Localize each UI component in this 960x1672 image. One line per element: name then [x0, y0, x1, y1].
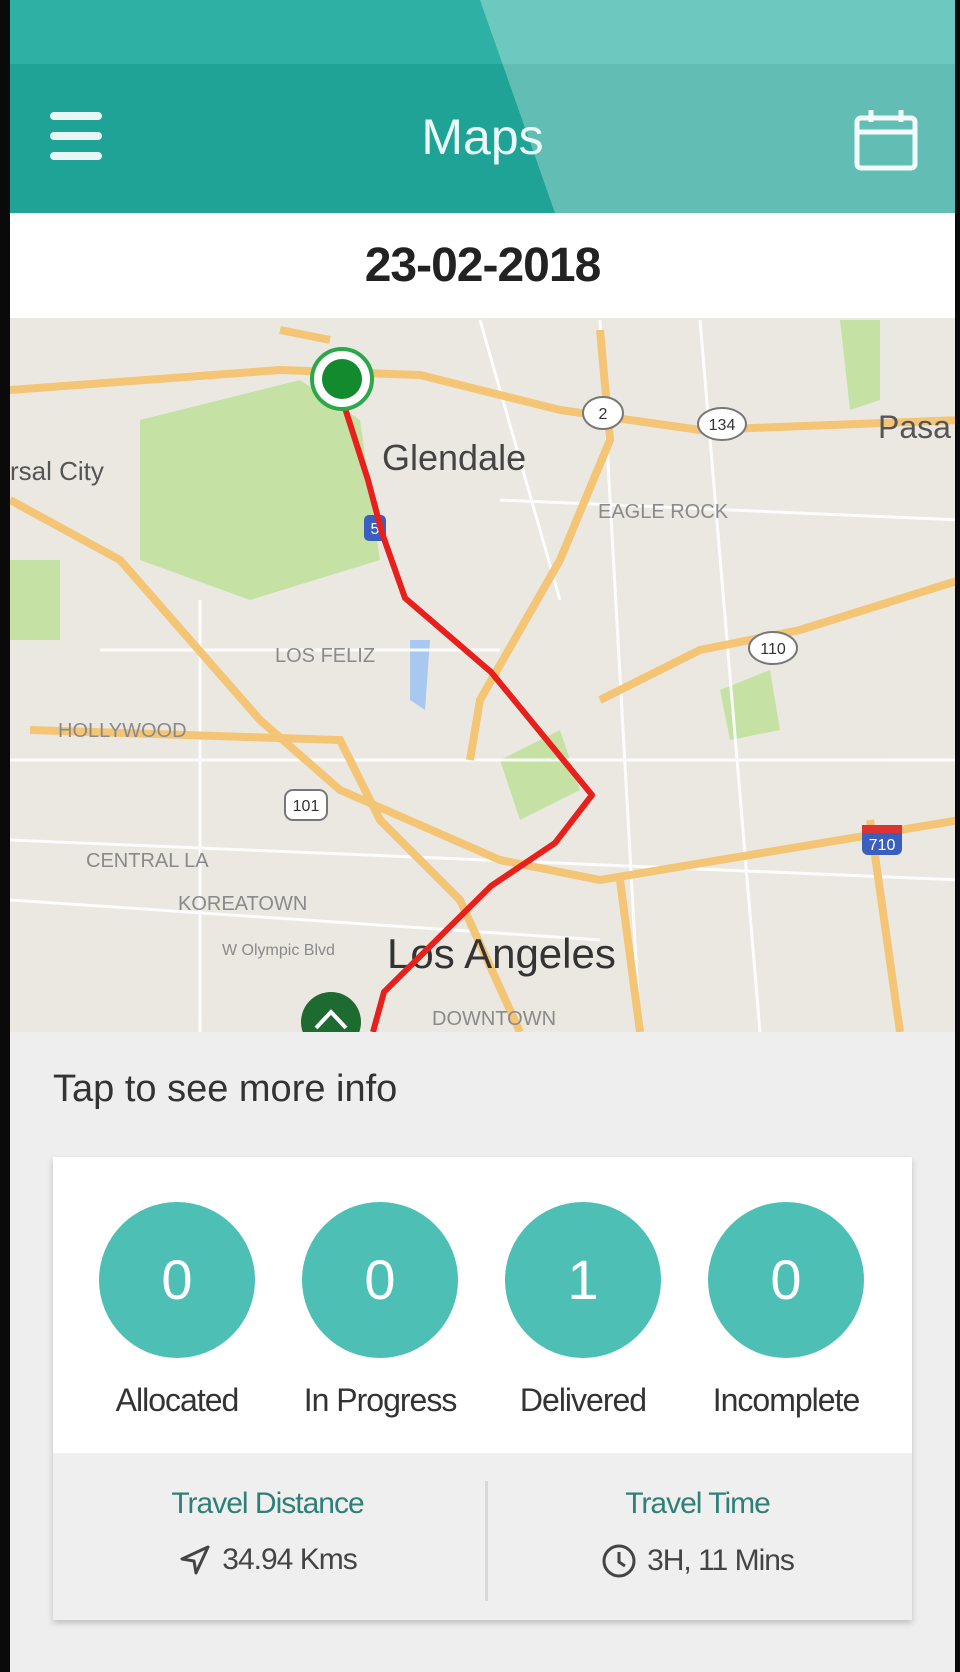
svg-text:5: 5: [371, 521, 380, 538]
svg-text:DOWNTOWN: DOWNTOWN: [432, 1008, 556, 1030]
minor-roads: [10, 319, 955, 1032]
stat-label: Allocated: [115, 1382, 240, 1418]
summary-card[interactable]: 0 Allocated 0 In Progress 1 Delivered 0 …: [53, 1157, 912, 1620]
page-title: Maps: [421, 109, 544, 165]
travel-summary: Travel Distance 34.94 Kms Travel Time 3H…: [53, 1453, 912, 1620]
highway-shields: 2 134 5 110 101 710: [284, 396, 902, 855]
svg-text:W Olympic Blvd: W Olympic Blvd: [222, 942, 335, 959]
divider: [485, 1481, 488, 1601]
hamburger-menu-icon[interactable]: [50, 112, 116, 168]
shield-134: 134: [697, 407, 747, 441]
stat-label: In Progress: [303, 1382, 458, 1418]
clock-icon: [602, 1544, 636, 1578]
destination-marker[interactable]: [301, 992, 361, 1032]
travel-distance: Travel Distance 34.94 Kms: [53, 1453, 482, 1577]
svg-text:134: 134: [709, 417, 736, 434]
more-info-prompt[interactable]: Tap to see more info: [53, 1068, 398, 1110]
travel-distance-label: Travel Distance: [171, 1487, 364, 1520]
calendar-icon[interactable]: [853, 108, 919, 172]
svg-text:2: 2: [599, 406, 608, 423]
stat-label: Delivered: [519, 1382, 647, 1418]
stat-delivered[interactable]: 1 Delivered: [483, 1157, 683, 1419]
travel-time-label: Travel Time: [625, 1487, 771, 1520]
start-marker[interactable]: [310, 347, 374, 411]
svg-text:Pasa: Pasa: [878, 409, 951, 445]
shield-101: 101: [284, 789, 328, 821]
toolbar: [10, 64, 955, 213]
stat-incomplete[interactable]: 0 Incomplete: [686, 1157, 886, 1419]
svg-text:CENTRAL LA: CENTRAL LA: [86, 850, 209, 872]
route-line: [341, 404, 595, 1032]
status-bar: [10, 0, 955, 64]
map-labels: Glendale Los Angeles rsal City Pasa EAGL…: [10, 409, 951, 1030]
shield-710: 710: [862, 825, 902, 855]
travel-time: Travel Time 3H, 11 Mins: [483, 1453, 912, 1579]
selected-date: 23-02-2018: [364, 239, 602, 292]
stat-in-progress[interactable]: 0 In Progress: [280, 1157, 480, 1419]
svg-text:LOS FELIZ: LOS FELIZ: [275, 645, 375, 667]
travel-distance-value: 34.94 Kms: [222, 1543, 357, 1576]
svg-text:710: 710: [869, 837, 896, 854]
stat-allocated[interactable]: 0 Allocated: [77, 1157, 277, 1419]
svg-text:EAGLE ROCK: EAGLE ROCK: [598, 501, 729, 523]
date-bar[interactable]: 23-02-2018: [10, 213, 955, 318]
svg-text:HOLLYWOOD: HOLLYWOOD: [58, 720, 187, 742]
navigation-arrow-icon: [180, 1545, 210, 1575]
svg-text:rsal City: rsal City: [10, 456, 104, 486]
svg-text:Glendale: Glendale: [382, 437, 526, 478]
svg-text:101: 101: [293, 798, 320, 815]
svg-text:KOREATOWN: KOREATOWN: [178, 893, 307, 915]
stat-count: 1: [505, 1202, 661, 1358]
app-screen: Maps 23-02-2018: [10, 0, 955, 1672]
svg-text:110: 110: [760, 641, 786, 658]
stat-count: 0: [302, 1202, 458, 1358]
stat-count: 0: [708, 1202, 864, 1358]
travel-time-value: 3H, 11 Mins: [647, 1544, 795, 1577]
stat-count: 0: [99, 1202, 255, 1358]
stat-label: Incomplete: [712, 1382, 861, 1418]
parks: [10, 320, 880, 820]
shield-2: 2: [582, 396, 624, 430]
route-map[interactable]: Glendale Los Angeles rsal City Pasa EAGL…: [10, 318, 955, 1032]
shield-110: 110: [748, 631, 798, 665]
